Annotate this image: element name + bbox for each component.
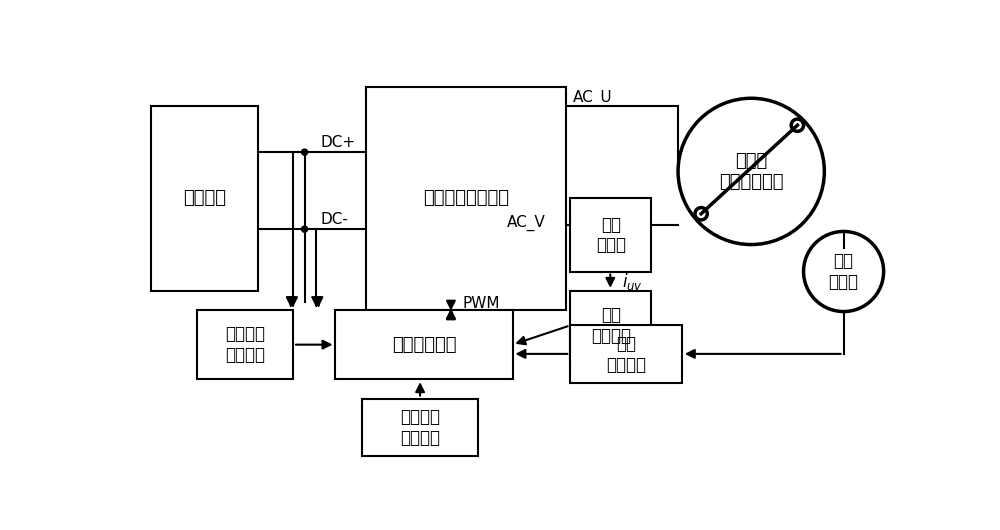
Text: 电流
采样电路: 电流 采样电路 <box>591 306 631 345</box>
Bar <box>570 198 651 271</box>
Bar <box>362 399 478 456</box>
Text: DC+: DC+ <box>320 135 355 151</box>
Bar <box>366 87 566 310</box>
Text: 全桥功率逆变电路: 全桥功率逆变电路 <box>423 189 509 207</box>
Text: 位置
检测电路: 位置 检测电路 <box>606 335 646 374</box>
Circle shape <box>791 119 804 131</box>
Text: AC_V: AC_V <box>507 215 546 231</box>
Bar <box>151 106 258 291</box>
Text: PWM: PWM <box>462 296 500 311</box>
Circle shape <box>302 226 308 232</box>
Text: 单绕组
直流无刷电机: 单绕组 直流无刷电机 <box>719 152 783 191</box>
Text: 位置
传感器: 位置 传感器 <box>829 252 859 291</box>
Text: 直流电压
采样电路: 直流电压 采样电路 <box>225 325 265 364</box>
Text: AC_U: AC_U <box>573 90 612 107</box>
Text: 电流
传感器: 电流 传感器 <box>596 216 626 254</box>
Text: 外部指令
接受电路: 外部指令 接受电路 <box>400 408 440 447</box>
Text: 控制运算单元: 控制运算单元 <box>392 335 456 354</box>
Text: DC-: DC- <box>320 213 348 227</box>
Bar <box>335 310 512 379</box>
Bar <box>570 291 651 360</box>
Bar <box>570 325 682 383</box>
Text: 电源电路: 电源电路 <box>183 189 226 207</box>
Bar <box>197 310 293 379</box>
Circle shape <box>678 98 824 244</box>
Circle shape <box>302 149 308 155</box>
Circle shape <box>804 232 884 312</box>
Circle shape <box>695 208 707 220</box>
Text: $i_{uv}$: $i_{uv}$ <box>622 271 643 292</box>
